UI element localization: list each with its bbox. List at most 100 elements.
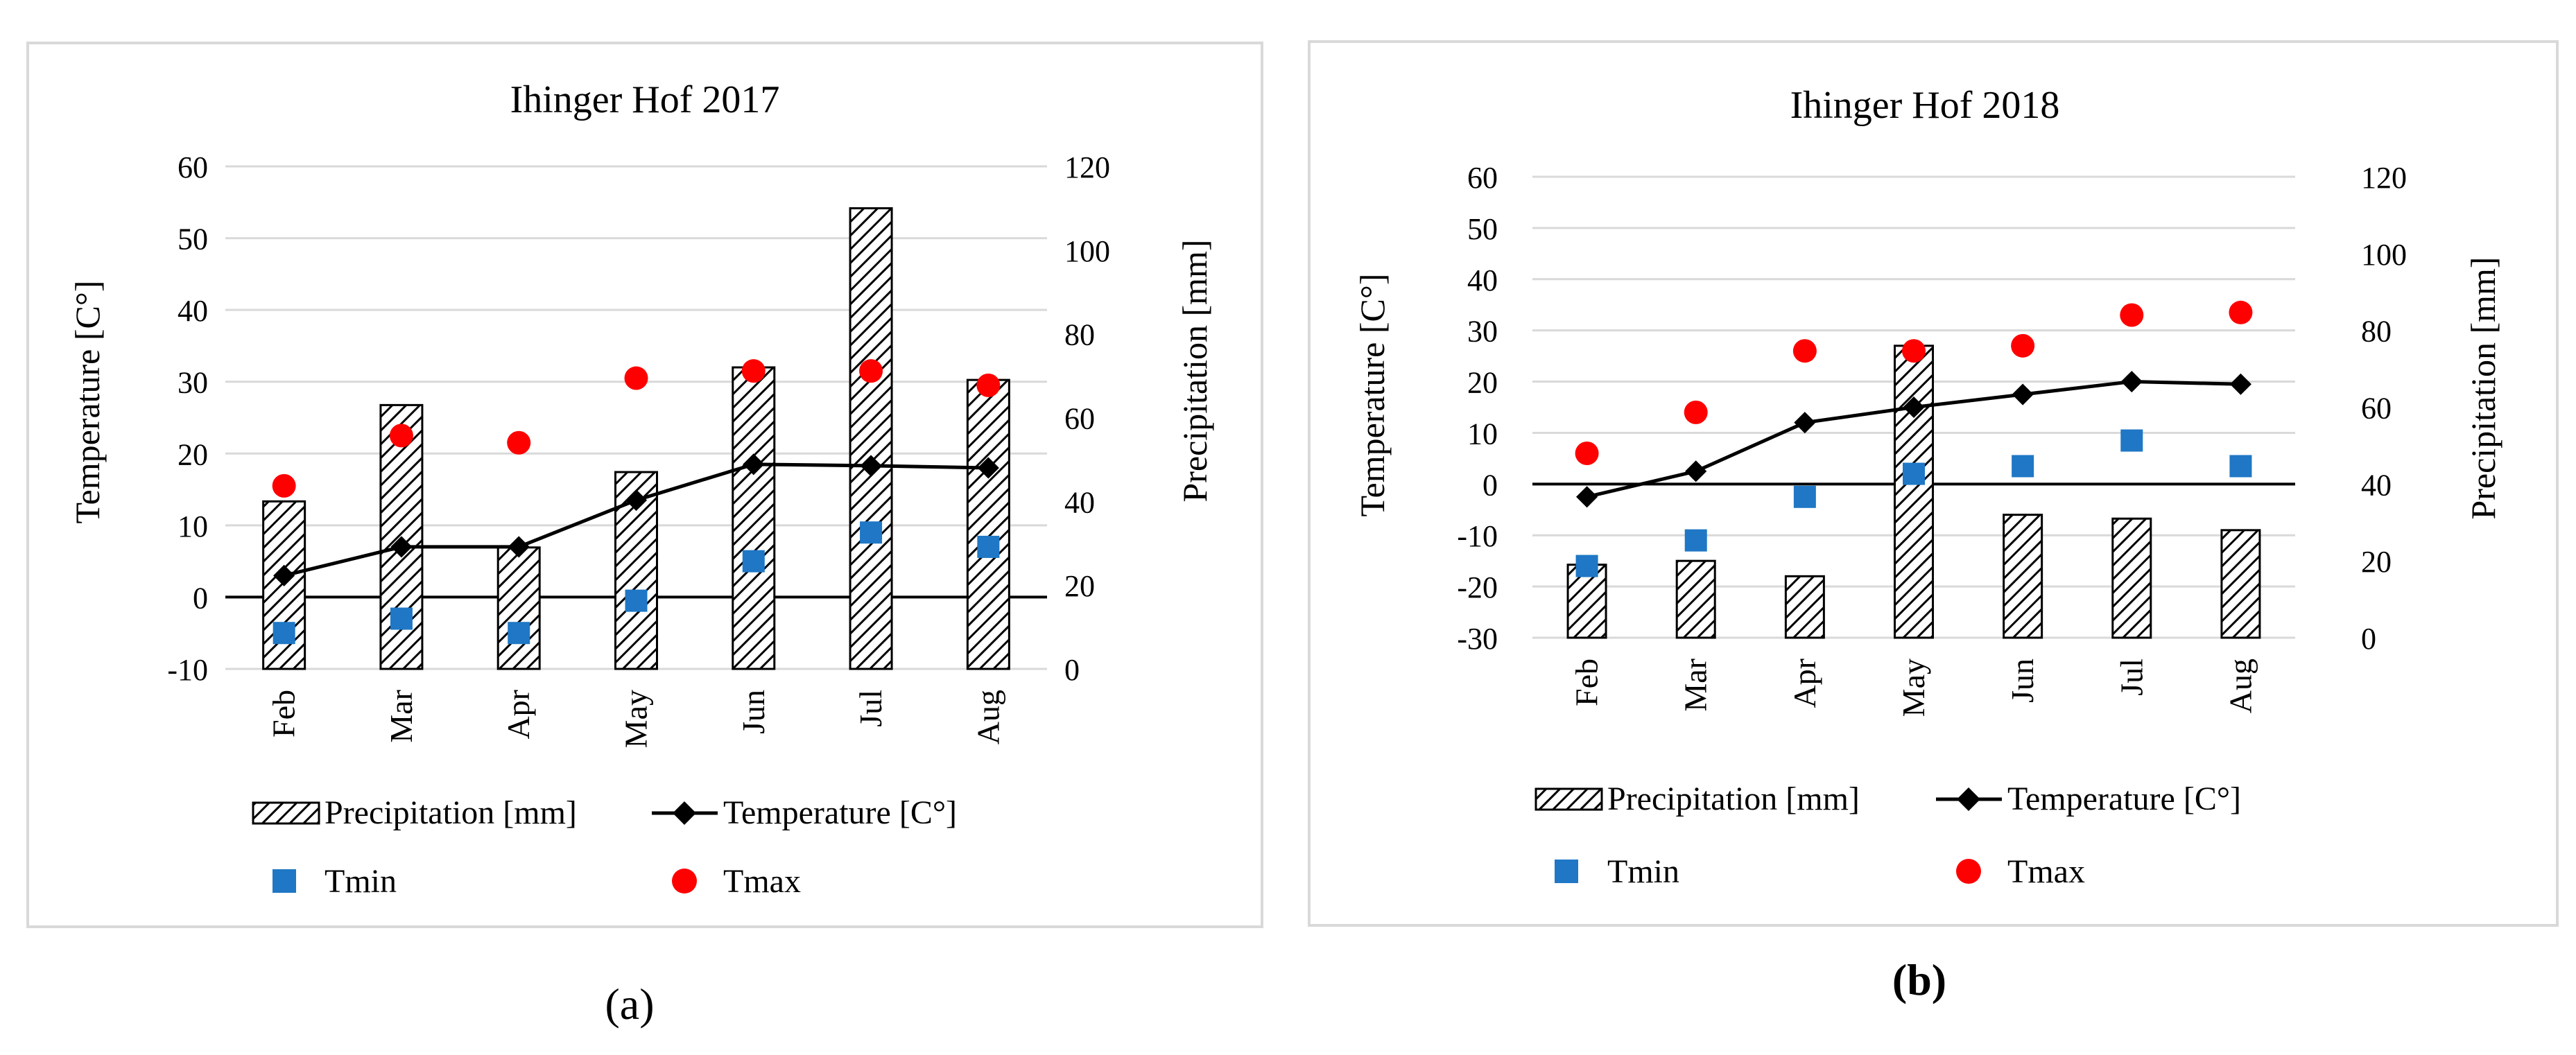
chart-title: Ihinger Hof 2018 xyxy=(1790,84,2060,127)
y-tick-label: -10 xyxy=(167,653,208,687)
temperature-point xyxy=(2012,383,2034,406)
y2-tick-label: 80 xyxy=(1064,318,1095,352)
tmax-point xyxy=(507,430,531,455)
y2-tick-label: 0 xyxy=(1064,653,1080,687)
x-tick-label: Feb xyxy=(1569,659,1605,706)
legend-tmin-marker xyxy=(1555,860,1578,883)
temperature-point xyxy=(2229,373,2251,395)
legend-temp-marker xyxy=(1957,787,1980,811)
legend-temp-label: Temperature [C°] xyxy=(2007,781,2241,817)
y2-tick-label: 20 xyxy=(2361,545,2392,579)
y2-tick-label: 120 xyxy=(2361,161,2407,195)
y-tick-label: 0 xyxy=(193,581,208,615)
tmin-point xyxy=(742,550,765,573)
x-tick-label: Aug xyxy=(970,690,1005,744)
precip-bar xyxy=(2111,517,2152,639)
y2-tick-label: 0 xyxy=(2361,622,2376,656)
tmax-point xyxy=(741,359,766,383)
tmax-point xyxy=(272,473,296,498)
y2-tick-label: 60 xyxy=(2361,392,2392,426)
tmax-point xyxy=(859,359,883,383)
temperature-point xyxy=(273,564,295,586)
tmax-point xyxy=(2011,333,2035,358)
legend-precip-label: Precipitation [mm] xyxy=(1607,781,1860,817)
x-tick-label: Apr xyxy=(1787,659,1822,708)
legend-tmax-marker xyxy=(1956,859,1981,884)
x-tick-label: Apr xyxy=(501,690,536,740)
x-tick-label: May xyxy=(619,690,654,748)
legend-tmax-label: Tmax xyxy=(723,863,801,900)
panel-label: (a) xyxy=(605,979,654,1029)
temperature-point xyxy=(1685,460,1707,482)
precip-bar xyxy=(2220,529,2261,639)
legend: Precipitation [mm] Temperature [C°] Tmin… xyxy=(252,794,957,900)
tmax-point xyxy=(2120,303,2144,327)
legend-tmax-label: Tmax xyxy=(2007,853,2085,890)
legend-tmin-marker xyxy=(273,869,296,893)
chart-panel-b: Ihinger Hof 2018 6050403020100-10-20-30 … xyxy=(1308,40,2559,1004)
x-tick-label: May xyxy=(1896,659,1931,717)
y2-axis-label: Precipitation [mm] xyxy=(1175,239,1214,502)
y-tick-label: 40 xyxy=(178,294,208,328)
x-tick-label: Jul xyxy=(2113,659,2149,696)
tmin-point xyxy=(860,521,883,544)
legend-precip-label: Precipitation [mm] xyxy=(325,794,577,831)
y2-tick-label: 100 xyxy=(2361,238,2407,272)
x-tick-label: Jul xyxy=(853,690,888,727)
x-tick-label: Feb xyxy=(266,690,302,738)
y-tick-label: 50 xyxy=(178,223,208,256)
y-tick-label: 10 xyxy=(178,509,208,543)
y-tick-label: 60 xyxy=(178,150,208,184)
tmax-point xyxy=(624,366,648,390)
precip-bar xyxy=(496,546,541,670)
legend: Precipitation [mm] Temperature [C°] Tmin… xyxy=(1535,781,2241,890)
precip-bar xyxy=(849,207,893,670)
y-tick-label: 20 xyxy=(1467,366,1498,400)
y2-tick-label: 60 xyxy=(1064,402,1095,436)
tmax-point xyxy=(976,373,1001,397)
tmin-point xyxy=(2229,455,2252,478)
y-tick-label: 20 xyxy=(178,437,208,471)
tmin-point xyxy=(625,589,648,612)
tmax-point xyxy=(1792,339,1817,363)
y-tick-label: 30 xyxy=(1467,315,1498,349)
chart-title: Ihinger Hof 2017 xyxy=(510,78,780,121)
y-tick-label: -30 xyxy=(1457,622,1498,656)
temperature-point xyxy=(1794,412,1816,434)
precip-bar xyxy=(1894,345,1934,639)
tmin-point xyxy=(1793,485,1816,508)
y2-tick-label: 40 xyxy=(1064,485,1095,519)
temperature-point xyxy=(2120,370,2143,393)
tmin-point xyxy=(2012,455,2034,478)
y2-tick-label: 120 xyxy=(1064,150,1110,184)
y2-tick-label: 100 xyxy=(1064,234,1110,268)
legend-tmin-label: Tmin xyxy=(1607,853,1679,890)
y-tick-label: -20 xyxy=(1457,570,1498,604)
legend-tmin-label: Tmin xyxy=(325,863,397,900)
x-tick-label: Mar xyxy=(1678,659,1713,712)
precip-bar xyxy=(1675,559,1716,639)
tmin-point xyxy=(2120,429,2143,452)
tmin-point xyxy=(1684,529,1707,552)
legend-precip-swatch xyxy=(252,801,320,825)
precip-bar xyxy=(966,378,1010,670)
tmin-point xyxy=(273,622,295,645)
tmin-point xyxy=(390,607,413,630)
legend-temp-marker xyxy=(673,801,696,825)
y-tick-label: -10 xyxy=(1457,519,1498,553)
legend-temp-label: Temperature [C°] xyxy=(723,794,957,831)
legend-precip-swatch xyxy=(1535,787,1603,811)
tmax-point xyxy=(389,424,413,448)
y-tick-label: 60 xyxy=(1467,161,1498,195)
y2-tick-label: 20 xyxy=(1064,569,1095,603)
x-tick-label: Mar xyxy=(383,690,419,743)
tmax-point xyxy=(1684,400,1708,424)
y-tick-label: 0 xyxy=(1483,468,1498,502)
y2-axis-label: Precipitation [mm] xyxy=(2464,256,2502,519)
y-tick-label: 30 xyxy=(178,366,208,400)
y-axis-label: Temperature [C°] xyxy=(1353,273,1392,516)
precip-bar xyxy=(732,366,776,670)
tmin-point xyxy=(1575,555,1598,577)
tmax-point xyxy=(2229,300,2253,324)
